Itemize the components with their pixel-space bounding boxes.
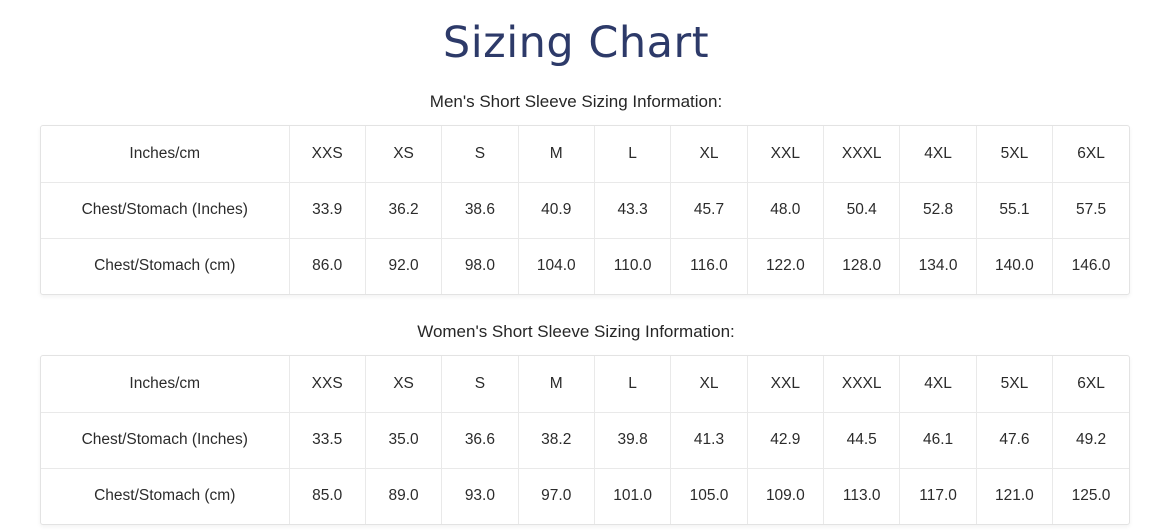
measurement-row: Chest/Stomach (cm) 86.0 92.0 98.0 104.0 110.0… [41, 237, 1129, 294]
measurement-value-cell: 121.0 [975, 467, 1053, 524]
measurement-value-cell: 41.3 [670, 411, 748, 468]
measurement-label-cell: Chest/Stomach (Inches) [41, 411, 289, 468]
measurement-row: Chest/Stomach (cm) 85.0 89.0 93.0 97.0 101.0 1… [41, 467, 1129, 524]
measurement-value-cell: 146.0 [1052, 237, 1129, 294]
measurement-value-cell: 49.2 [1052, 411, 1129, 468]
size-header-cell: XXL [746, 126, 824, 182]
measurement-row: Chest/Stomach (Inches) 33.5 35.0 36.6 38.2 39… [41, 411, 1129, 468]
measurement-value-cell: 92.0 [364, 237, 442, 294]
measurement-value-cell: 45.7 [670, 181, 748, 238]
measurement-value-cell: 122.0 [746, 237, 824, 294]
measurement-value-cell: 110.0 [593, 237, 671, 294]
measurement-value-cell: 104.0 [517, 237, 595, 294]
size-header-cell: XXL [746, 356, 824, 412]
measurement-value-cell: 36.2 [364, 181, 442, 238]
measurement-label-cell: Chest/Stomach (cm) [41, 467, 289, 524]
size-header-cell: XS [364, 126, 442, 182]
size-header-cell: S [441, 356, 519, 412]
measurement-value-cell: 93.0 [441, 467, 519, 524]
units-corner-cell: Inches/cm [129, 144, 201, 162]
size-header-cell: 6XL [1052, 356, 1129, 412]
mens-sizing-table: Inches/cm XXS XS S M L XL XXL XXXL 4XL 5XL 6XL Chest… [41, 126, 1129, 294]
measurement-value-cell: 101.0 [593, 467, 671, 524]
measurement-value-cell: 36.6 [441, 411, 519, 468]
size-header-cell: 5XL [975, 356, 1053, 412]
size-header-cell: L [593, 356, 671, 412]
size-header-cell: XXXL [823, 126, 900, 182]
measurement-value-cell: 113.0 [823, 467, 900, 524]
measurement-value-cell: 97.0 [517, 467, 595, 524]
measurement-value-cell: 50.4 [823, 181, 900, 238]
measurement-value-cell: 98.0 [441, 237, 519, 294]
measurement-value-cell: 57.5 [1052, 181, 1129, 238]
measurement-value-cell: 52.8 [899, 181, 977, 238]
mens-sizing-table-container: Inches/cm XXS XS S M L XL XXL XXXL 4XL 5XL 6XL Chest… [40, 125, 1130, 295]
measurement-value-cell: 43.3 [593, 181, 671, 238]
size-header-cell: XXS [288, 126, 366, 182]
measurement-value-cell: 46.1 [899, 411, 977, 468]
measurement-row: Chest/Stomach (Inches) 33.9 36.2 38.6 40.9 43… [41, 181, 1129, 238]
size-header-cell: S [441, 126, 519, 182]
size-header-cell: M [517, 356, 595, 412]
size-header-row: Inches/cm XXS XS S M L XL XXL XXXL 4XL 5XL 6XL [41, 126, 1129, 182]
size-header-cell: L [593, 126, 671, 182]
page-title: Sizing Chart [442, 18, 710, 68]
measurement-value-cell: 116.0 [670, 237, 748, 294]
measurement-value-cell: 33.9 [288, 181, 366, 238]
womens-section-heading: Women's Short Sleeve Sizing Information: [417, 322, 735, 341]
womens-sizing-table-container: Inches/cm XXS XS S M L XL XXL XXXL 4XL 5XL 6XL Chest… [40, 355, 1130, 525]
measurement-value-cell: 140.0 [975, 237, 1053, 294]
measurement-value-cell: 85.0 [288, 467, 366, 524]
measurement-value-cell: 86.0 [288, 237, 366, 294]
measurement-value-cell: 44.5 [823, 411, 900, 468]
size-header-row: Inches/cm XXS XS S M L XL XXL XXXL 4XL 5XL 6XL [41, 356, 1129, 412]
measurement-value-cell: 40.9 [517, 181, 595, 238]
measurement-value-cell: 125.0 [1052, 467, 1129, 524]
size-header-cell: XL [670, 356, 748, 412]
measurement-value-cell: 134.0 [899, 237, 977, 294]
size-header-cell: XS [364, 356, 442, 412]
measurement-value-cell: 55.1 [975, 181, 1053, 238]
units-corner-cell: Inches/cm [129, 374, 201, 392]
size-header-cell: 6XL [1052, 126, 1129, 182]
measurement-value-cell: 33.5 [288, 411, 366, 468]
measurement-value-cell: 38.2 [517, 411, 595, 468]
womens-sizing-section: Women's Short Sleeve Sizing Information:… [0, 321, 1152, 525]
measurement-value-cell: 42.9 [746, 411, 824, 468]
mens-sizing-section: Men's Short Sleeve Sizing Information: I… [0, 91, 1152, 295]
measurement-value-cell: 35.0 [364, 411, 442, 468]
measurement-value-cell: 48.0 [746, 181, 824, 238]
size-header-cell: 5XL [975, 126, 1053, 182]
size-header-cell: XL [670, 126, 748, 182]
size-header-cell: XXXL [823, 356, 900, 412]
measurement-label-cell: Chest/Stomach (Inches) [41, 181, 289, 238]
measurement-value-cell: 117.0 [899, 467, 977, 524]
measurement-value-cell: 39.8 [593, 411, 671, 468]
measurement-value-cell: 105.0 [670, 467, 748, 524]
measurement-value-cell: 89.0 [364, 467, 442, 524]
size-header-cell: 4XL [899, 356, 977, 412]
measurement-value-cell: 47.6 [975, 411, 1053, 468]
womens-sizing-table: Inches/cm XXS XS S M L XL XXL XXXL 4XL 5XL 6XL Chest… [41, 356, 1129, 524]
mens-section-heading: Men's Short Sleeve Sizing Information: [429, 92, 723, 111]
measurement-label-cell: Chest/Stomach (cm) [41, 237, 289, 294]
measurement-value-cell: 128.0 [823, 237, 900, 294]
measurement-value-cell: 109.0 [746, 467, 824, 524]
measurement-value-cell: 38.6 [441, 181, 519, 238]
size-header-cell: 4XL [899, 126, 977, 182]
size-header-cell: M [517, 126, 595, 182]
size-header-cell: XXS [288, 356, 366, 412]
